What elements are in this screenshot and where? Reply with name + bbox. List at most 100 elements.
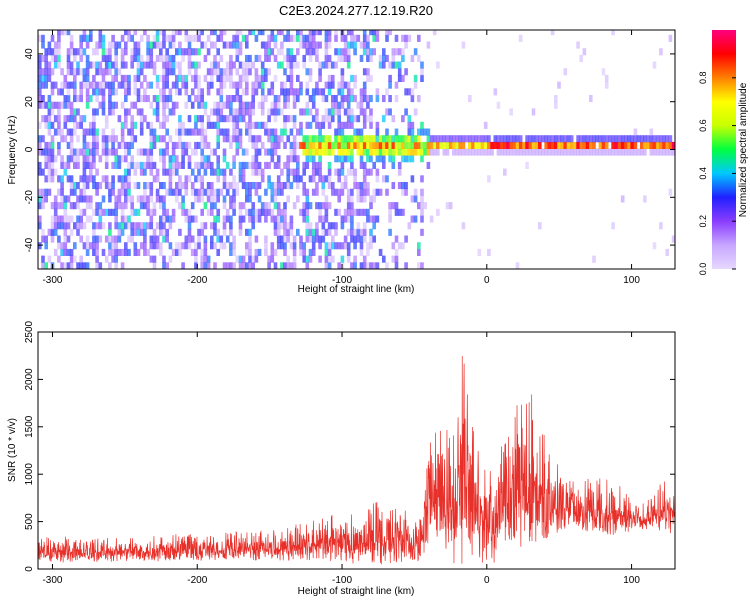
heatmap-cell — [359, 101, 364, 109]
heatmap-cell — [117, 175, 122, 183]
heatmap-cell — [633, 135, 638, 143]
heatmap-cell — [47, 188, 52, 196]
heatmap-cell — [53, 228, 58, 236]
heatmap-cell — [311, 228, 316, 236]
heatmap-cell — [85, 161, 90, 169]
heatmap-cell — [216, 155, 220, 163]
heatmap-cell — [225, 208, 230, 216]
heatmap-cell — [120, 101, 125, 109]
heatmap-cell — [149, 255, 154, 263]
heatmap-cell — [362, 48, 367, 56]
heatmap-cell — [69, 135, 74, 143]
heatmap-cell — [89, 34, 93, 42]
heatmap-cell — [331, 74, 335, 82]
heatmap-cell — [178, 202, 182, 210]
heatmap-cell — [254, 81, 259, 89]
heatmap-cell — [50, 108, 55, 116]
heatmap-cell — [340, 222, 345, 230]
heatmap-cell — [311, 155, 316, 163]
heatmap-cell — [388, 141, 392, 149]
heatmap-cell — [85, 34, 90, 42]
heatmap-cell — [184, 128, 189, 136]
heatmap-cell — [210, 41, 214, 49]
heatmap-cell — [50, 121, 55, 129]
heatmap-cell — [592, 255, 596, 263]
heatmap-cell — [286, 255, 290, 263]
heatmap-cell — [101, 135, 106, 143]
heatmap-cell — [302, 135, 306, 143]
heatmap-cell — [318, 121, 322, 129]
colorbar: 0.00.20.40.60.8 Normalized spectral ampl… — [698, 30, 749, 275]
heatmap-cell — [210, 242, 214, 250]
heatmap-cell — [85, 182, 90, 190]
heatmap-cell — [397, 182, 402, 190]
heatmap-cell — [576, 41, 580, 49]
heatmap-cell — [152, 242, 157, 250]
heatmap-cell — [136, 95, 141, 103]
heatmap-cell — [130, 135, 134, 143]
heatmap-cell — [124, 168, 128, 176]
heatmap-cell — [420, 121, 424, 129]
heatmap-cell — [273, 34, 278, 42]
heatmap-cell — [222, 175, 227, 183]
heatmap-cell — [216, 235, 220, 243]
heatmap-cell — [92, 61, 96, 69]
heatmap-cell — [85, 74, 90, 82]
heatmap-cell — [305, 262, 310, 269]
heatmap-cell — [302, 182, 306, 190]
heatmap-cell — [225, 188, 230, 196]
heatmap-cell — [659, 141, 663, 149]
heatmap-cell — [350, 155, 354, 163]
heatmap-cell — [111, 208, 115, 216]
heatmap-cell — [210, 188, 214, 196]
heatmap-cell — [187, 155, 192, 163]
heatmap-cell — [69, 68, 74, 76]
heatmap-cell — [270, 48, 275, 56]
heatmap-cell — [378, 248, 383, 256]
heatmap-cell — [496, 135, 501, 143]
heatmap-cell — [445, 202, 450, 210]
heatmap-cell — [286, 235, 290, 243]
heatmap-cell — [273, 148, 278, 156]
heatmap-cell — [311, 48, 316, 56]
heatmap-cell — [136, 208, 141, 216]
heatmap-cell — [359, 141, 364, 149]
heatmap-cell — [372, 215, 376, 223]
heatmap-cell — [652, 135, 657, 143]
heatmap-cell — [203, 141, 208, 149]
heatmap-cell — [57, 61, 61, 69]
heatmap-cell — [200, 115, 204, 123]
heatmap-cell — [197, 242, 201, 250]
heatmap-cell — [117, 155, 122, 163]
heatmap-cell — [397, 168, 402, 176]
heatmap-cell — [547, 135, 552, 143]
heatmap-cell — [187, 141, 192, 149]
heatmap-cell — [38, 195, 42, 203]
heatmap-cell — [292, 61, 297, 69]
heatmap-cell — [318, 242, 322, 250]
heatmap-cell — [604, 81, 609, 89]
heatmap-cell — [181, 81, 185, 89]
heatmap-cell — [184, 30, 189, 36]
heatmap-cell — [222, 182, 227, 190]
heatmap-cell — [391, 255, 396, 263]
heatmap-cell — [289, 215, 294, 223]
heatmap-cell — [235, 88, 240, 96]
heatmap-cell — [283, 262, 287, 269]
heatmap-cell — [200, 182, 204, 190]
heatmap-cell — [245, 195, 249, 203]
heatmap-cell — [120, 248, 125, 256]
heatmap-cell — [114, 88, 118, 96]
heatmap-cell — [57, 34, 61, 42]
heatmap-cell — [127, 175, 131, 183]
heatmap-cell — [197, 88, 201, 96]
heatmap-cell — [194, 188, 198, 196]
heatmap-cell — [200, 135, 204, 143]
heatmap-cell — [238, 228, 243, 236]
heatmap-cell — [104, 68, 109, 76]
heatmap-cell — [340, 255, 345, 263]
heatmap-cell — [152, 128, 157, 136]
heatmap-cell — [197, 228, 201, 236]
heatmap-cell — [340, 141, 345, 149]
heatmap-cell — [283, 68, 287, 76]
